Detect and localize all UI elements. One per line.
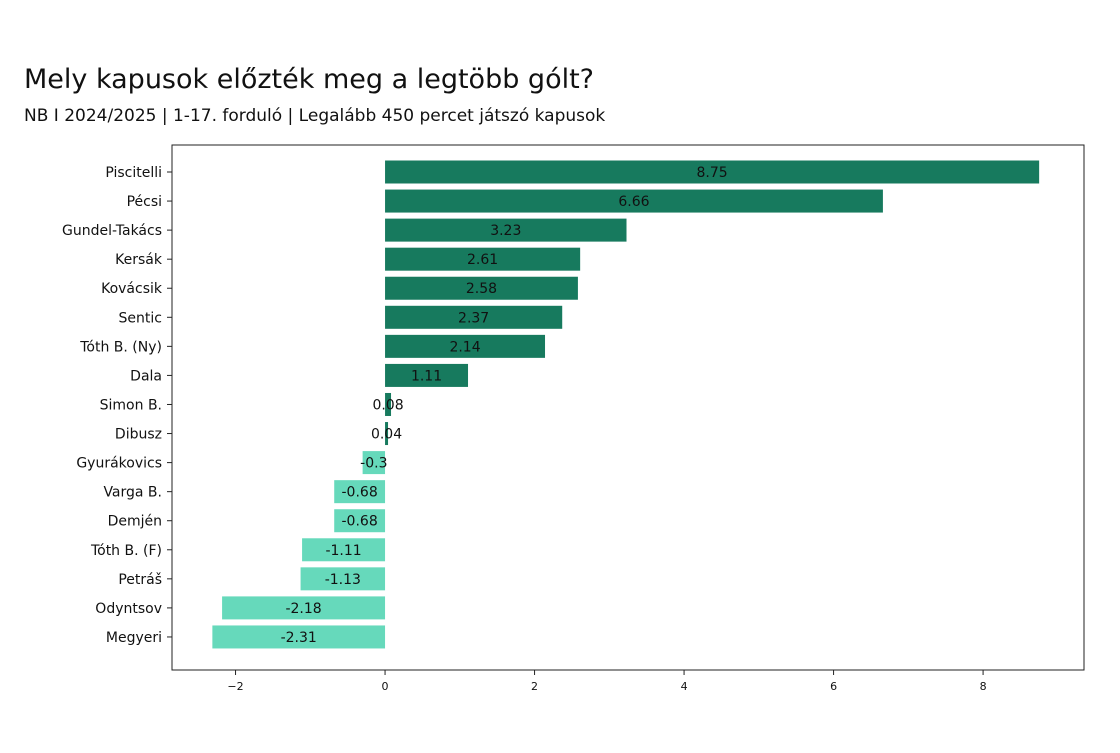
value-label: 6.66: [618, 194, 649, 210]
bar: [385, 305, 563, 329]
bar: [385, 218, 627, 242]
bar: [334, 480, 386, 504]
bar: [385, 334, 546, 358]
chart-subtitle: NB I 2024/2025 | 1-17. forduló | Legaláb…: [24, 106, 606, 126]
bar: [385, 160, 1040, 184]
value-label: -2.18: [285, 601, 321, 617]
category-label: Dala: [130, 368, 162, 384]
x-tick-label: 4: [681, 680, 688, 693]
bar: [362, 451, 386, 475]
bar: [385, 363, 469, 387]
value-label: 3.23: [490, 223, 521, 239]
x-tick-label: 8: [980, 680, 987, 693]
bar: [385, 392, 392, 416]
x-tick-label: 2: [531, 680, 538, 693]
category-label: Kovácsik: [101, 281, 163, 297]
category-label: Simon B.: [100, 397, 162, 413]
chart-title: Mely kapusok előzték meg a legtöbb gólt?: [24, 64, 595, 95]
category-label: Kersák: [115, 252, 163, 268]
category-label: Gyurákovics: [76, 456, 162, 472]
bars-group: [212, 160, 1040, 649]
category-label: Sentic: [119, 310, 162, 326]
value-label: 8.75: [697, 165, 728, 181]
bar: [222, 596, 386, 620]
category-label: Tóth B. (Ny): [79, 339, 162, 355]
category-label: Piscitelli: [105, 165, 162, 181]
value-label: 1.11: [411, 368, 442, 384]
bar: [300, 567, 386, 591]
bar: [212, 625, 386, 649]
bar: [385, 422, 389, 446]
value-label: -0.68: [342, 485, 378, 501]
category-labels: Piscitelli Pécsi Gundel-Takács Kersák Kovács…: [62, 165, 172, 646]
value-label: 0.08: [372, 397, 403, 413]
value-label: -1.13: [325, 572, 361, 588]
category-label: Demjén: [108, 514, 162, 530]
value-label: -0.68: [342, 514, 378, 530]
category-label: Pécsi: [127, 194, 162, 210]
x-axis-ticks: −2 0 2 4 6 8: [227, 670, 987, 693]
value-label: 2.58: [466, 281, 497, 297]
category-label: Tóth B. (F): [90, 543, 162, 559]
bar: [385, 189, 883, 213]
x-tick-label: 6: [830, 680, 837, 693]
value-label: -2.31: [281, 630, 317, 646]
value-label: 0.04: [371, 427, 402, 443]
category-label: Dibusz: [115, 427, 162, 443]
bar: [385, 247, 581, 271]
value-label: 2.61: [467, 252, 498, 268]
plot-frame: [171, 144, 1085, 671]
value-labels: 8.75 6.66 3.23 2.61 2.58 2.37 2.14 1.11 0.08 0.04…: [281, 165, 728, 646]
category-label: Varga B.: [103, 485, 162, 501]
bar: [334, 509, 386, 533]
value-label: -0.3: [360, 456, 387, 472]
value-label: -1.11: [325, 543, 361, 559]
x-tick-label: −2: [227, 680, 243, 693]
bar: [385, 276, 578, 300]
category-label: Gundel-Takács: [62, 223, 162, 239]
category-label: Odyntsov: [95, 601, 162, 617]
category-label: Megyeri: [106, 630, 162, 646]
value-label: 2.37: [458, 310, 489, 326]
value-label: 2.14: [449, 339, 480, 355]
x-tick-label: 0: [382, 680, 389, 693]
category-label: Petráš: [118, 572, 162, 588]
bar: [302, 538, 386, 562]
